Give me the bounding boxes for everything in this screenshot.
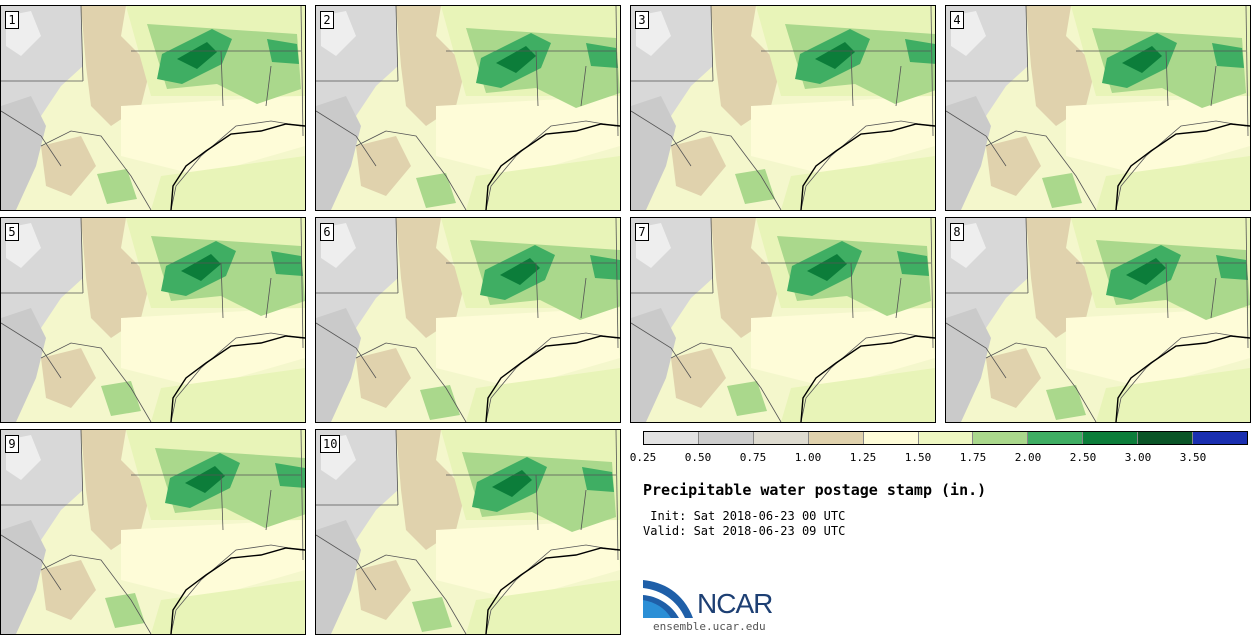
member-label: 9	[5, 435, 19, 453]
map-shading	[946, 6, 1250, 210]
colorbar-tick-labels: 0.25 0.50 0.75 1.00 1.25 1.50 1.75 2.00 2.50 3.00…	[630, 451, 1248, 465]
colorbar-tick-label: 3.00	[1124, 451, 1152, 464]
colorbar-tick-label: 1.00	[794, 451, 822, 464]
map-shading	[316, 218, 620, 422]
member-label: 7	[635, 223, 649, 241]
colorbar-tick-label: 0.75	[739, 451, 767, 464]
map-shading	[631, 218, 935, 422]
colorbar-tick-label: 1.50	[904, 451, 932, 464]
stamp-member-6: 6	[315, 217, 621, 423]
stamp-member-10: 10	[315, 429, 621, 635]
map-shading	[316, 430, 620, 634]
colorbar-segment	[918, 432, 974, 444]
stamp-member-2: 2	[315, 5, 621, 211]
stamp-member-3: 3	[630, 5, 936, 211]
stamp-member-4: 4	[945, 5, 1251, 211]
colorbar-segment	[1083, 432, 1139, 444]
colorbar-tick-label: 0.25	[629, 451, 657, 464]
colorbar	[643, 431, 1248, 445]
colorbar-tick-label: 1.75	[959, 451, 987, 464]
colorbar-segment	[808, 432, 864, 444]
member-label: 2	[320, 11, 334, 29]
colorbar-tick-label: 1.25	[849, 451, 877, 464]
colorbar-segment	[698, 432, 754, 444]
colorbar-tick-label: 3.50	[1179, 451, 1207, 464]
member-label: 10	[320, 435, 341, 453]
ncar-logo-icon	[643, 580, 693, 618]
stamp-member-5: 5	[0, 217, 306, 423]
member-label: 4	[950, 11, 964, 29]
colorbar-segment	[1028, 432, 1084, 444]
stamp-member-8: 8	[945, 217, 1251, 423]
map-shading	[316, 6, 620, 210]
member-label: 3	[635, 11, 649, 29]
page-title: Precipitable water postage stamp (in.)	[643, 481, 987, 499]
colorbar-segment	[1193, 432, 1247, 444]
map-shading	[946, 218, 1250, 422]
init-time: Init: Sat 2018-06-23 00 UTC	[643, 509, 846, 523]
member-label: 8	[950, 223, 964, 241]
colorbar-tick-label: 2.50	[1069, 451, 1097, 464]
colorbar-segment	[1138, 432, 1194, 444]
colorbar-segment	[644, 432, 699, 444]
member-label: 1	[5, 11, 19, 29]
map-shading	[631, 6, 935, 210]
colorbar-tick-label: 2.00	[1014, 451, 1042, 464]
stamp-member-7: 7	[630, 217, 936, 423]
site-url: ensemble.ucar.edu	[653, 620, 766, 633]
colorbar-segment	[753, 432, 809, 444]
member-label: 6	[320, 223, 334, 241]
map-shading	[1, 218, 305, 422]
logo-text: NCAR	[697, 588, 773, 619]
colorbar-tick-label: 0.50	[684, 451, 712, 464]
map-shading	[1, 6, 305, 210]
valid-time: Valid: Sat 2018-06-23 09 UTC	[643, 524, 846, 538]
stamp-member-1: 1	[0, 5, 306, 211]
colorbar-segment	[973, 432, 1029, 444]
member-label: 5	[5, 223, 19, 241]
stamp-member-9: 9	[0, 429, 306, 635]
colorbar-segment	[863, 432, 919, 444]
map-shading	[1, 430, 305, 634]
